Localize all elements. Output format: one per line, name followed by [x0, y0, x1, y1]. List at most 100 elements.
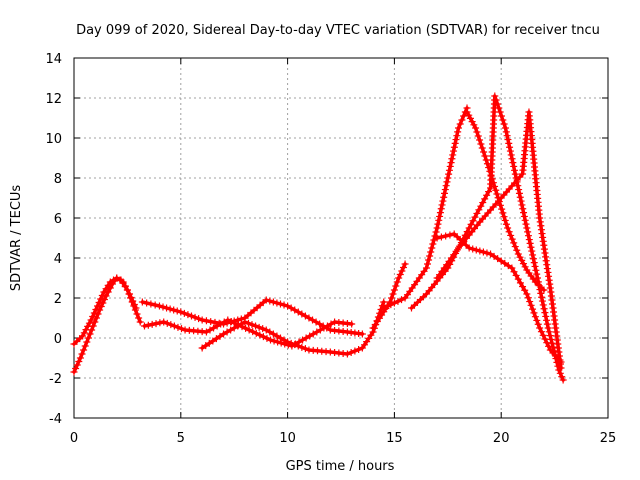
data-point-marker [452, 136, 460, 144]
data-point-marker [313, 328, 321, 336]
data-point-marker [151, 301, 159, 309]
data-point-marker [481, 195, 489, 203]
data-point-marker [132, 304, 140, 312]
data-point-marker [390, 286, 398, 294]
data-point-marker [287, 304, 295, 312]
data-point-marker [506, 143, 514, 151]
data-point-marker [163, 319, 171, 327]
data-point-marker [436, 209, 444, 217]
data-point-marker [428, 244, 436, 252]
data-points [70, 92, 567, 384]
data-point-marker [514, 250, 522, 258]
data-point-marker [85, 319, 93, 327]
data-point-marker [92, 306, 100, 313]
data-point-marker [220, 318, 228, 326]
data-point-marker [477, 140, 485, 148]
data-point-marker [252, 322, 260, 330]
data-point-marker [504, 262, 512, 270]
data-point-marker [256, 331, 264, 339]
data-point-marker [501, 216, 509, 224]
data-point-marker [439, 197, 447, 205]
data-point-marker [133, 310, 141, 318]
data-point-marker [558, 373, 566, 381]
data-point-marker [170, 322, 178, 330]
data-point-marker [524, 228, 532, 236]
data-point-marker [517, 197, 525, 205]
data-point-marker [249, 328, 257, 336]
data-point-marker [75, 358, 83, 365]
data-point-marker [520, 209, 528, 217]
y-axis-label: SDTVAR / TECUs [9, 185, 24, 292]
data-point-marker [242, 324, 250, 332]
data-point-marker [530, 309, 538, 317]
data-point-marker [445, 170, 453, 178]
data-point-marker [502, 128, 510, 136]
data-point-marker [327, 320, 335, 328]
data-point-marker [202, 342, 210, 350]
data-point-marker [398, 296, 406, 304]
data-point-marker [245, 326, 253, 334]
data-point-marker [556, 369, 564, 377]
data-point-marker [458, 116, 466, 124]
data-point-marker [80, 329, 88, 337]
data-point-marker [230, 324, 238, 332]
data-point-marker [524, 294, 532, 302]
data-point-marker [516, 193, 524, 201]
y-tick-label: 6 [54, 212, 62, 227]
data-point-marker [135, 314, 143, 322]
data-point-marker [495, 104, 503, 112]
data-point-marker [86, 330, 94, 338]
data-point-marker [173, 307, 181, 315]
data-point-marker [98, 292, 106, 299]
data-point-marker [294, 342, 302, 350]
data-point-marker [532, 266, 540, 274]
data-point-marker [473, 209, 481, 217]
data-point-marker [536, 324, 544, 332]
data-point-marker [398, 267, 406, 275]
data-point-marker [528, 247, 536, 255]
data-point-marker [155, 302, 163, 310]
data-point-marker [454, 128, 462, 136]
data-point-marker [316, 326, 324, 334]
data-point-marker [536, 286, 544, 294]
data-point-marker [320, 324, 328, 332]
data-point-marker [539, 331, 547, 339]
y-tick-label: 2 [54, 292, 62, 307]
data-point-marker [541, 335, 549, 343]
data-point-marker [523, 224, 531, 232]
data-point-marker [429, 240, 437, 248]
data-point-marker [543, 339, 551, 347]
data-point-marker [126, 290, 134, 298]
data-point-marker [511, 166, 519, 174]
data-point-marker [520, 212, 528, 220]
data-point-marker [78, 350, 86, 358]
data-point-marker [306, 332, 314, 340]
data-point-marker [309, 316, 317, 324]
data-point-marker [481, 152, 489, 160]
data-point-marker [483, 249, 491, 257]
data-point-marker [273, 332, 281, 340]
data-point-marker [87, 316, 95, 324]
data-point-marker [395, 274, 403, 282]
data-point-marker [491, 92, 499, 100]
x-tick-label: 25 [600, 431, 617, 446]
data-point-marker [143, 299, 151, 307]
data-point-marker [548, 339, 556, 347]
data-point-marker [505, 139, 513, 147]
data-point-marker [216, 332, 224, 340]
data-point-marker [81, 342, 89, 350]
data-point-marker [432, 228, 440, 236]
data-point-marker [437, 205, 445, 213]
data-point-marker [559, 376, 567, 384]
data-point-marker [515, 186, 523, 194]
data-point-marker [497, 112, 505, 120]
data-point-marker [223, 328, 231, 336]
data-point-marker [533, 270, 541, 278]
series-trace [72, 276, 138, 346]
data-point-marker [451, 139, 459, 147]
x-tick-label: 0 [70, 431, 78, 446]
data-point-marker [518, 256, 526, 264]
data-point-marker [348, 320, 356, 328]
data-point-marker [119, 278, 127, 286]
data-point-marker [465, 244, 473, 252]
